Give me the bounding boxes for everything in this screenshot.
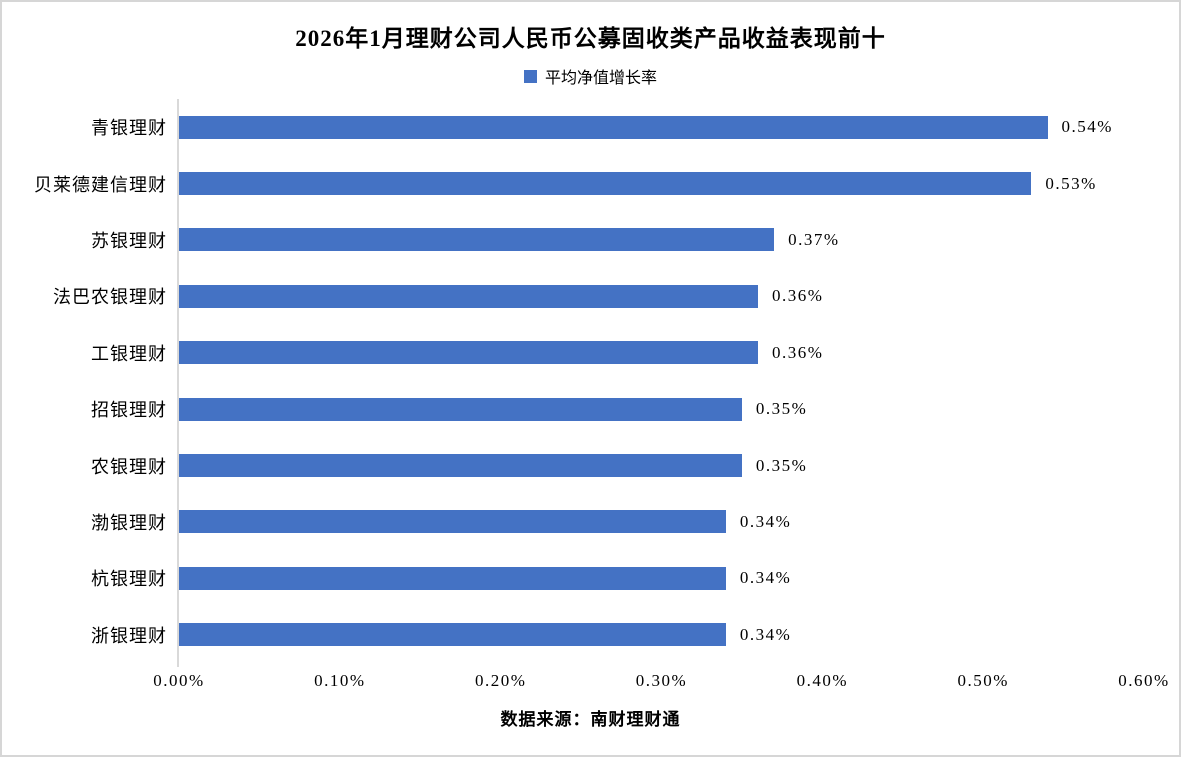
bar-row: 0.34% [179, 550, 1144, 606]
x-tick-label: 0.60% [1118, 670, 1170, 690]
category-label: 贝莱德建信理财 [34, 174, 167, 195]
bar [179, 623, 726, 647]
bar-row: 0.34% [179, 607, 1144, 663]
value-label: 0.35% [755, 399, 808, 419]
category-label: 法巴农银理财 [53, 287, 167, 308]
x-tick-label: 0.10% [314, 670, 366, 690]
bar [179, 510, 726, 534]
plot-area: 0.54% 0.53% 0.37% 0.36% 0.36% 0.35% 0.35% 0.34%… [177, 99, 1144, 667]
value-label: 0.54% [1061, 117, 1113, 137]
bar [179, 341, 758, 365]
value-label: 0.34% [739, 511, 792, 531]
value-label: 0.53% [1045, 173, 1097, 193]
x-tick-label: 0.30% [635, 670, 688, 690]
chart-title: 2026年1月理财公司人民币公募固收类产品收益表现前十 [295, 26, 886, 51]
bar [179, 115, 1048, 139]
value-label: 0.36% [772, 286, 824, 306]
x-tick-label: 0.20% [474, 670, 527, 690]
bar [179, 228, 775, 252]
bar-row: 0.37% [179, 212, 1144, 268]
category-label: 杭银理财 [91, 569, 167, 590]
bar-row: 0.35% [179, 437, 1144, 493]
category-axis: 青银理财贝莱德建信理财苏银理财法巴农银理财工银理财招银理财农银理财渤银理财杭银理… [2, 99, 177, 667]
category-label: 浙银理财 [91, 625, 167, 646]
bar [179, 172, 1032, 196]
data-source-caption: 数据来源：南财理财通 [500, 709, 681, 729]
bar-row: 0.36% [179, 325, 1144, 381]
x-tick-label: 0.40% [796, 670, 849, 690]
bar [179, 566, 726, 590]
value-label: 0.37% [788, 229, 840, 249]
bar-row: 0.54% [179, 99, 1144, 155]
bar-row: 0.34% [179, 494, 1144, 550]
category-label: 招银理财 [91, 400, 167, 421]
value-label: 0.34% [739, 624, 792, 644]
category-label: 农银理财 [91, 456, 167, 477]
legend-label: 平均净值增长率 [544, 70, 657, 87]
category-label: 工银理财 [91, 343, 167, 364]
bar-row: 0.53% [179, 155, 1144, 211]
bar-row: 0.35% [179, 381, 1144, 437]
category-label: 苏银理财 [91, 230, 167, 251]
bar-chart: 青银理财贝莱德建信理财苏银理财法巴农银理财工银理财招银理财农银理财渤银理财杭银理… [2, 99, 1179, 667]
legend: 平均净值增长率 [2, 64, 1179, 88]
bar [179, 397, 742, 421]
bar [179, 284, 758, 308]
x-tick-label: 0.50% [957, 670, 1009, 690]
x-tick-label: 0.00% [153, 670, 205, 690]
x-axis: 0.00% 0.10% 0.20% 0.30% 0.40% 0.50% 0.60% [153, 667, 1168, 693]
value-label: 0.35% [755, 455, 808, 475]
category-label: 渤银理财 [91, 512, 167, 533]
value-label: 0.36% [772, 342, 824, 362]
value-label: 0.34% [739, 568, 792, 588]
legend-marker-icon [523, 69, 537, 83]
bar [179, 454, 742, 478]
category-label: 青银理财 [91, 118, 167, 139]
bar-row: 0.36% [179, 268, 1144, 324]
